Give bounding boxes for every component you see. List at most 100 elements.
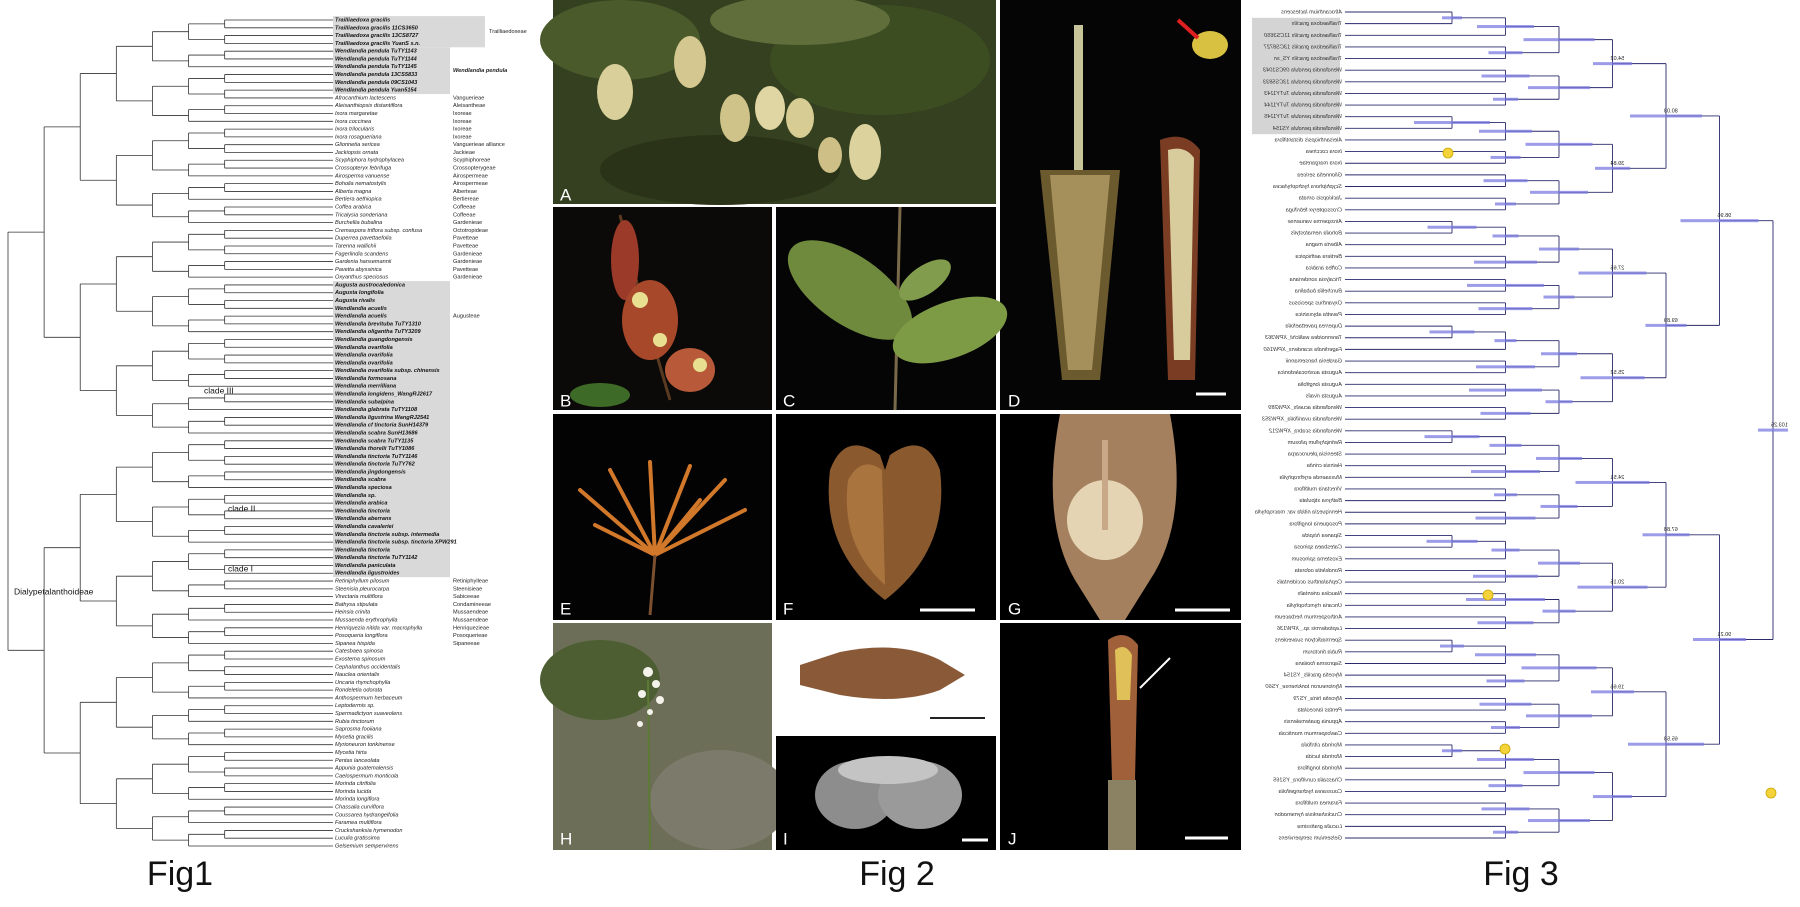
photo-shape bbox=[1000, 0, 1241, 410]
taxon-label: Rondeletia odorata bbox=[1295, 568, 1342, 574]
age-interval-bar bbox=[1440, 644, 1464, 648]
photo-shape bbox=[720, 94, 750, 142]
photo-shape bbox=[1115, 646, 1132, 700]
taxon-label: Crossopteryx febrifuga bbox=[1286, 207, 1342, 213]
node-age: 27.65 bbox=[1611, 265, 1625, 271]
taxon-label: Wendlandia pendula 13CS5833 bbox=[1262, 79, 1342, 85]
clade-shading bbox=[1252, 17, 1340, 135]
age-interval-bar bbox=[1526, 714, 1592, 718]
taxon-label: Exostema spinosum bbox=[1291, 556, 1342, 562]
taxon-label: Wendlandia pendula TuTY1144 bbox=[335, 56, 418, 62]
tribe-label: Gardenieae bbox=[453, 259, 482, 265]
photo-shape bbox=[818, 137, 842, 173]
calibration-point bbox=[1499, 743, 1511, 755]
age-interval-bar bbox=[1758, 428, 1788, 432]
age-interval-bar bbox=[1539, 247, 1579, 251]
tribe-label: Posoquerieae bbox=[453, 633, 488, 639]
taxon-label: Wendlandia ovarifolia bbox=[335, 360, 393, 366]
taxon-label: Wendlandia aberrans bbox=[335, 516, 391, 522]
age-interval-bar bbox=[1491, 548, 1520, 552]
taxon-label: Boholia nematostylis bbox=[335, 181, 387, 187]
taxon-label: Burchellia bubalina bbox=[1295, 289, 1342, 295]
figure-caption: Fig 3 bbox=[1483, 855, 1559, 893]
taxon-label: Augusta rivalis bbox=[334, 298, 375, 304]
taxon-label: Faramea multiflora bbox=[335, 820, 382, 826]
age-interval-bar bbox=[1542, 609, 1576, 613]
taxon-label: Trailliaedoxa gracilis bbox=[1292, 21, 1342, 27]
subfamily-label: Dialypetalanthoideae bbox=[14, 586, 94, 596]
tribe-label: Vanguerieae bbox=[453, 95, 484, 101]
age-interval-bar bbox=[1541, 352, 1577, 356]
node-age: 24.51 bbox=[1611, 475, 1625, 481]
taxon-label: Wendlandia thorelii TuTY1086 bbox=[335, 446, 415, 452]
taxon-label: Duperrea pavettaefolia bbox=[1285, 324, 1342, 330]
taxon-label: Wendlandia tinctoria bbox=[335, 547, 390, 553]
taxon-label: Posoqueria longiflora bbox=[1289, 521, 1342, 527]
taxon-label: Nauclea orientalis bbox=[335, 672, 380, 678]
taxon-label: Aleisanthiopsis distantiflora bbox=[334, 103, 402, 109]
tribe-label: Mussaendeae bbox=[453, 610, 488, 616]
taxon-label: Trailliaedoxa gracilis 11CS3650 bbox=[335, 25, 419, 31]
node-age: 19.66 bbox=[1611, 684, 1625, 690]
photo-shape bbox=[1074, 25, 1083, 215]
taxon-label: Tarennoidea wallichii_XPW363 bbox=[1264, 335, 1342, 341]
node-age: 98.96 bbox=[1718, 213, 1732, 219]
taxon-label: Trailliaedoxa gracilis YuanS s.n. bbox=[335, 41, 421, 47]
photo-shape bbox=[665, 348, 715, 392]
panel-letter: I bbox=[783, 829, 788, 848]
age-interval-bar bbox=[1521, 666, 1597, 670]
taxon-label: Wendlandia acuelis bbox=[335, 306, 387, 312]
taxon-label: Wendlandia scabra_XPW212 bbox=[1268, 428, 1342, 434]
taxon-label: Oxyanthus speciosus bbox=[1289, 300, 1342, 306]
taxon-label: Henriquezia nitida var. macrophylla bbox=[335, 625, 422, 631]
age-interval-bar bbox=[1491, 725, 1520, 729]
age-interval-bar bbox=[1523, 771, 1595, 775]
taxon-label: Sipanea hispida bbox=[335, 641, 375, 647]
photo-shape bbox=[653, 333, 667, 347]
taxon-label: Wendlandia cavaleriei bbox=[335, 524, 394, 530]
taxon-label: Wendlandia ovarifolia subsp. chinensis bbox=[335, 368, 440, 374]
age-interval-bar bbox=[1442, 749, 1462, 753]
taxon-label: Scyphiphora hydrophylacea bbox=[335, 158, 404, 164]
photo-shape bbox=[755, 86, 785, 130]
taxon-label: Cephalanthus occidentalis bbox=[1276, 580, 1342, 586]
taxon-label: Ixora margaretae bbox=[1299, 161, 1342, 167]
photo-shape bbox=[597, 64, 633, 120]
figure-caption: Fig1 bbox=[147, 855, 213, 893]
taxon-label: Airosperma vanuense bbox=[334, 173, 389, 179]
taxon-label: Leptodermis sp._XPW136 bbox=[1276, 626, 1342, 632]
taxon-label: Anthospermum herbaceum bbox=[334, 695, 403, 701]
taxon-label: Faramea multiflora bbox=[1295, 801, 1342, 807]
taxon-label: Myrioneuron tonkinense_YS60 bbox=[1265, 684, 1342, 690]
taxon-label: Appunia guatemalensis bbox=[1284, 719, 1343, 725]
photo-shape bbox=[553, 414, 772, 620]
taxon-label: Wendlandia tinctoria TuTY1142 bbox=[335, 555, 418, 561]
photo-shape bbox=[674, 36, 706, 88]
age-interval-bar bbox=[1488, 784, 1523, 788]
taxon-label: Wendlandia sp. bbox=[335, 493, 376, 499]
photo-shape bbox=[1192, 31, 1228, 59]
taxon-label: Pavetta abyssinica bbox=[1295, 312, 1342, 318]
photo-shape bbox=[632, 292, 648, 308]
taxon-label: Spermadictyon suaveolens bbox=[335, 711, 402, 717]
photo-shape bbox=[800, 647, 965, 699]
age-interval-bar bbox=[1578, 271, 1647, 275]
clade-label: clade II bbox=[228, 503, 255, 513]
group-label: Wendlandia pendula bbox=[453, 68, 507, 74]
photo-shape bbox=[570, 383, 630, 407]
taxon-label: Chassalia curviflora_YS165 bbox=[1272, 777, 1342, 783]
age-interval-bar bbox=[1489, 443, 1522, 447]
taxon-label: Wendlandia pendula Yuan5154 bbox=[335, 88, 418, 94]
age-interval-bar bbox=[1495, 202, 1516, 206]
taxon-label: Fagerlindia scandens bbox=[335, 251, 388, 257]
age-interval-bar bbox=[1523, 38, 1595, 42]
taxon-label: Wendlandia ligustrina WangRJ2541 bbox=[335, 415, 429, 421]
clade-label: clade III bbox=[204, 385, 234, 395]
taxon-label: Augusta longifolia bbox=[334, 290, 384, 296]
taxon-label: Gardenia hansemannii bbox=[335, 259, 392, 265]
taxon-label: Catesbaea spinosa bbox=[1294, 545, 1342, 551]
age-interval-bar bbox=[1477, 757, 1534, 761]
node-age: 80.03 bbox=[1664, 108, 1678, 114]
taxon-label: Wendlandia scabra SunH13686 bbox=[335, 430, 418, 436]
